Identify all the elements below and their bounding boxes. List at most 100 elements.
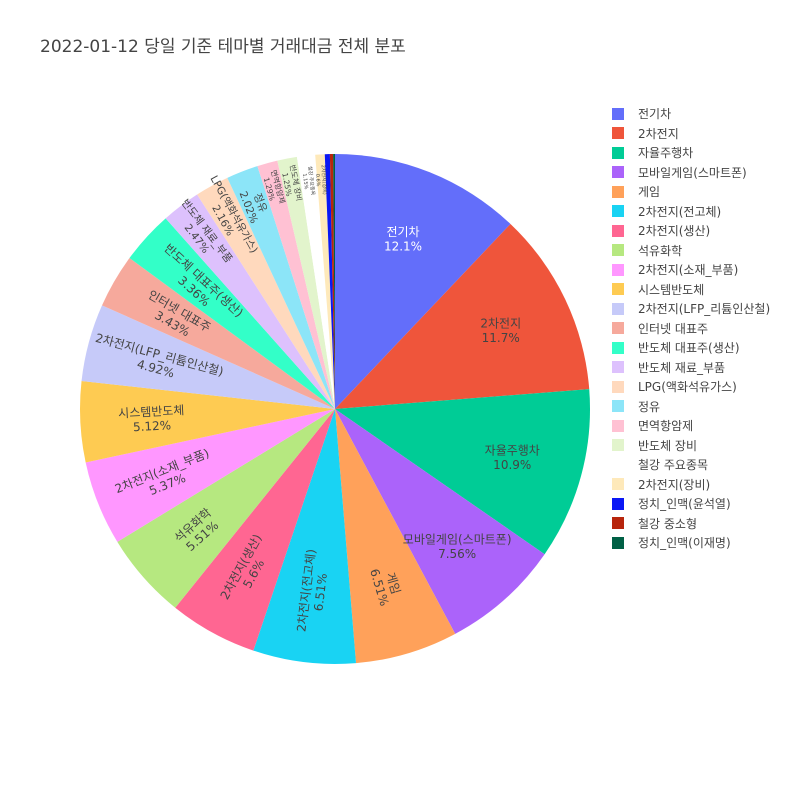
pie-slice-2차전지-소재-부품[interactable] xyxy=(85,409,335,542)
slice-label-percent: 5.12% xyxy=(133,418,172,434)
legend-label: 게임 xyxy=(638,185,661,200)
legend-item-면역항암제[interactable]: 면역항암제 xyxy=(612,416,770,436)
slice-label-percent: 12.1% xyxy=(384,239,422,253)
legend-swatch xyxy=(612,322,624,335)
pie-slice-철강-중소형[interactable] xyxy=(329,154,335,409)
pie-slice-반도체-재료-부품[interactable] xyxy=(165,194,335,409)
legend-swatch xyxy=(612,536,624,549)
pie-slice-철강-주요종목[interactable] xyxy=(296,154,335,409)
pie-slice-정치-인맥-이재명[interactable] xyxy=(333,154,335,409)
legend-item-반도체-재료-부품[interactable]: 반도체 재료_부품 xyxy=(612,358,770,378)
legend-swatch xyxy=(612,341,624,354)
legend-item-정치-인맥-이재명[interactable]: 정치_인맥(이재명) xyxy=(612,533,770,553)
legend-label: 철강 중소형 xyxy=(638,516,698,531)
legend-label: 석유화학 xyxy=(638,243,683,258)
legend-item-2차전지-소재-부품[interactable]: 2차전지(소재_부품) xyxy=(612,260,770,280)
legend-label: 자율주행차 xyxy=(638,146,694,161)
legend-label: 인터넷 대표주 xyxy=(638,321,709,336)
legend-item-반도체-대표주-생산[interactable]: 반도체 대표주(생산) xyxy=(612,338,770,358)
slice-label-percent: 6.51% xyxy=(311,572,330,612)
pie-slice-lpg-액화석유가스[interactable] xyxy=(197,177,335,409)
legend-label: 모바일게임(스마트폰) xyxy=(638,165,747,180)
legend-item-전기차[interactable]: 전기차 xyxy=(612,104,770,124)
legend-item-2차전지-전고체[interactable]: 2차전지(전고체) xyxy=(612,202,770,222)
legend-swatch xyxy=(612,302,624,315)
legend-label: 2차전지(LFP_리튬인산철) xyxy=(638,302,771,317)
pie-slice-정유[interactable] xyxy=(227,166,335,409)
legend-label: 2차전지(전고체) xyxy=(638,204,722,219)
pie-slice-2차전지-lfp-리튬인산철[interactable] xyxy=(81,305,335,409)
legend-label: 정치_인맥(윤석열) xyxy=(638,497,731,512)
legend-label: 2차전지(소재_부품) xyxy=(638,263,739,278)
legend-item-석유화학[interactable]: 석유화학 xyxy=(612,241,770,261)
legend-label: 2차전지(생산) xyxy=(638,224,711,239)
pie-slice-2차전지-생산[interactable] xyxy=(175,409,335,651)
pie-slice-2차전지-전고체[interactable] xyxy=(253,409,357,665)
pie-slice-반도체-장비[interactable] xyxy=(277,156,335,409)
legend-swatch xyxy=(612,458,624,471)
pie-slice-모바일게임-스마트폰[interactable] xyxy=(335,409,545,634)
legend-swatch xyxy=(612,224,624,237)
pie-slice-인터넷-대표주[interactable] xyxy=(102,258,336,409)
slice-label-name: 2차전지 xyxy=(480,317,521,331)
pie-slice-석유화학[interactable] xyxy=(117,409,335,608)
legend-label: 정유 xyxy=(638,399,661,414)
legend-item-반도체-장비[interactable]: 반도체 장비 xyxy=(612,436,770,456)
legend-item-철강-중소형[interactable]: 철강 중소형 xyxy=(612,514,770,534)
slice-label-name: 전기차 xyxy=(386,225,419,239)
legend-label: 2차전지 xyxy=(638,126,679,141)
pie-slice-2차전지-장비[interactable] xyxy=(315,154,335,409)
slice-label-2차전지-장비: 2차전지(장비)0.6% xyxy=(314,165,328,195)
legend-item-모바일게임-스마트폰[interactable]: 모바일게임(스마트폰) xyxy=(612,163,770,183)
legend-item-정치-인맥-윤석열[interactable]: 정치_인맥(윤석열) xyxy=(612,494,770,514)
legend-item-게임[interactable]: 게임 xyxy=(612,182,770,202)
slice-label-percent: 11.7% xyxy=(482,331,520,345)
legend-item-2차전지-장비[interactable]: 2차전지(장비) xyxy=(612,475,770,495)
pie-slice-게임[interactable] xyxy=(335,409,456,664)
pie-slice-자율주행차[interactable] xyxy=(335,389,590,555)
legend-item-2차전지-lfp-리튬인산철[interactable]: 2차전지(LFP_리튬인산철) xyxy=(612,299,770,319)
legend-swatch xyxy=(612,439,624,452)
legend-label: 전기차 xyxy=(638,107,672,122)
pie-slice-정치-인맥-윤석열[interactable] xyxy=(324,154,335,409)
legend-swatch xyxy=(612,263,624,276)
chart-title: 2022-01-12 당일 기준 테마별 거래대금 전체 분포 xyxy=(40,37,406,57)
legend-swatch xyxy=(612,400,624,413)
legend-item-인터넷-대표주[interactable]: 인터넷 대표주 xyxy=(612,319,770,339)
legend-label: 2차전지(장비) xyxy=(638,477,711,492)
legend-swatch xyxy=(612,205,624,218)
legend-swatch xyxy=(612,283,624,296)
legend-item-자율주행차[interactable]: 자율주행차 xyxy=(612,143,770,163)
legend-item-시스템반도체[interactable]: 시스템반도체 xyxy=(612,280,770,300)
legend-item-철강-주요종목[interactable]: 철강 주요종목 xyxy=(612,455,770,475)
legend-item-lpg-액화석유가스[interactable]: LPG(액화석유가스) xyxy=(612,377,770,397)
slice-label-percent: 10.9% xyxy=(493,458,531,472)
pie-slice-반도체-대표주-생산[interactable] xyxy=(129,218,335,409)
slice-label-name: 모바일게임(스마트폰) xyxy=(403,533,512,547)
legend-item-정유[interactable]: 정유 xyxy=(612,397,770,417)
legend-item-2차전지[interactable]: 2차전지 xyxy=(612,124,770,144)
legend-swatch xyxy=(612,517,624,530)
pie-slice-2차전지[interactable] xyxy=(335,223,590,409)
slice-label-name: 철강 주요종목 xyxy=(306,166,316,196)
legend-label: 정치_인맥(이재명) xyxy=(638,536,731,551)
legend-swatch xyxy=(612,127,624,140)
legend-item-2차전지-생산[interactable]: 2차전지(생산) xyxy=(612,221,770,241)
legend-label: LPG(액화석유가스) xyxy=(638,380,737,395)
pie-slice-면역항암제[interactable] xyxy=(257,160,335,409)
legend-swatch xyxy=(612,166,624,179)
legend-swatch xyxy=(612,107,624,120)
legend-label: 반도체 재료_부품 xyxy=(638,360,726,375)
legend-swatch xyxy=(612,478,624,491)
slice-label-name: 시스템반도체 xyxy=(118,403,185,420)
legend-label: 시스템반도체 xyxy=(638,282,705,297)
slice-label-name: 게임 xyxy=(383,571,403,596)
pie-slice-전기차[interactable] xyxy=(335,154,511,409)
pie-slice-시스템반도체[interactable] xyxy=(79,381,335,463)
slice-label-percent: 7.56% xyxy=(438,547,476,561)
slice-label-percent: 0.6% xyxy=(314,174,321,187)
